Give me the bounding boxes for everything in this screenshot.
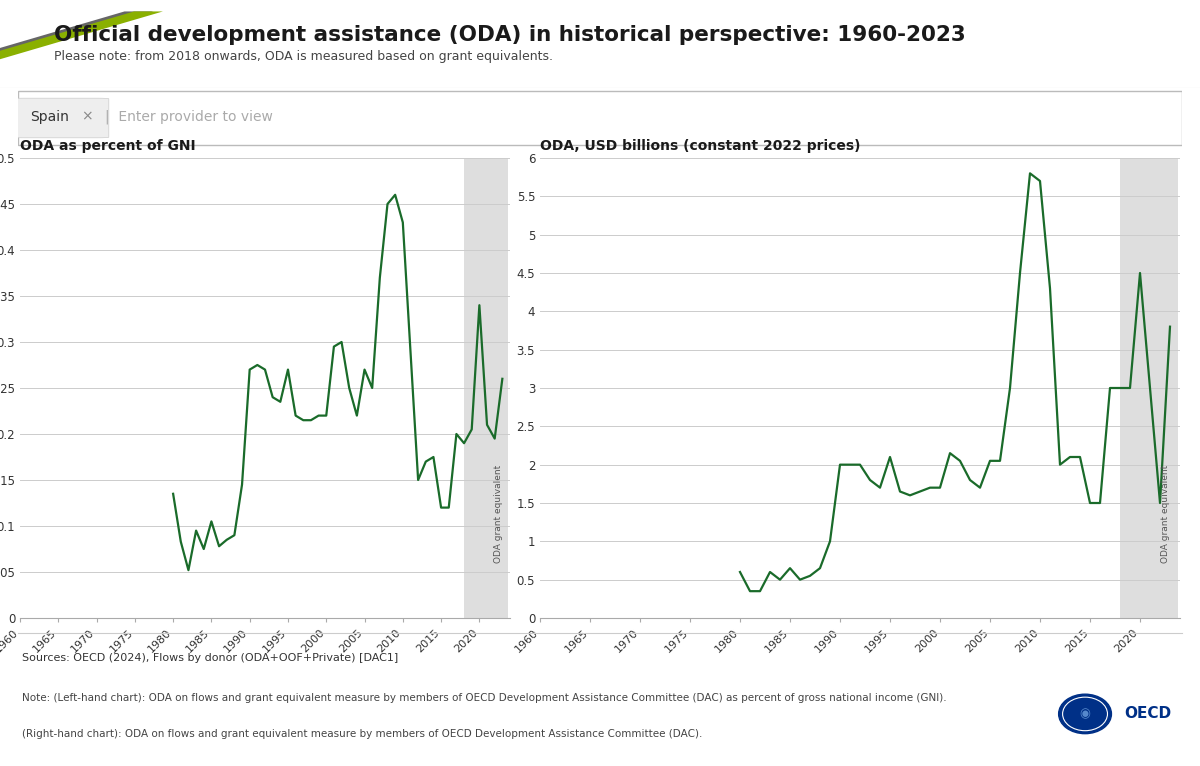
Bar — [464, 158, 509, 618]
FancyBboxPatch shape — [18, 91, 1182, 145]
Bar — [1120, 158, 1178, 618]
Text: |  Enter provider to view: | Enter provider to view — [106, 110, 274, 124]
Text: (Right-hand chart): ODA on flows and grant equivalent measure by members of OECD: (Right-hand chart): ODA on flows and gra… — [22, 729, 702, 739]
FancyBboxPatch shape — [13, 98, 109, 138]
Circle shape — [1058, 694, 1111, 734]
Text: ODA as percent of GNI: ODA as percent of GNI — [20, 139, 196, 152]
Text: Spain: Spain — [30, 110, 68, 124]
Text: OECD: OECD — [1124, 706, 1171, 722]
Text: Sources: OECD (2024), Flows by donor (ODA+OOF+Private) [DAC1]: Sources: OECD (2024), Flows by donor (OD… — [22, 653, 398, 663]
Text: ◉: ◉ — [1080, 708, 1091, 721]
Text: ×: × — [80, 110, 92, 124]
Polygon shape — [0, 11, 154, 77]
Polygon shape — [0, 11, 163, 77]
Text: Please note: from 2018 onwards, ODA is measured based on grant equivalents.: Please note: from 2018 onwards, ODA is m… — [54, 51, 553, 64]
Text: Note: (Left-hand chart): ODA on flows and grant equivalent measure by members of: Note: (Left-hand chart): ODA on flows an… — [22, 692, 947, 702]
Text: ODA grant equivalent: ODA grant equivalent — [1160, 464, 1170, 563]
Text: ODA, USD billions (constant 2022 prices): ODA, USD billions (constant 2022 prices) — [540, 139, 860, 152]
Text: Official development assistance (ODA) in historical perspective: 1960-2023: Official development assistance (ODA) in… — [54, 25, 966, 44]
Text: ODA grant equivalent: ODA grant equivalent — [494, 464, 503, 563]
